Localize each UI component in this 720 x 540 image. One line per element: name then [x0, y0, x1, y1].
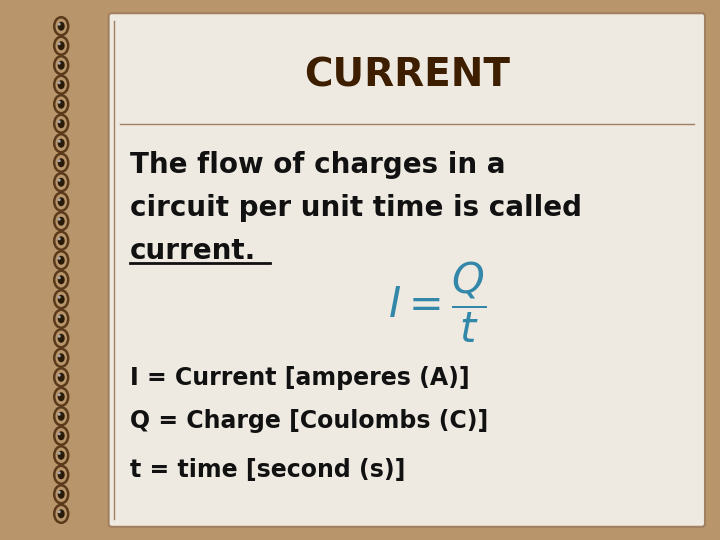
- Ellipse shape: [54, 329, 68, 347]
- Ellipse shape: [58, 256, 60, 260]
- Ellipse shape: [58, 296, 60, 299]
- Ellipse shape: [58, 100, 65, 109]
- Ellipse shape: [58, 101, 60, 104]
- Ellipse shape: [58, 393, 60, 396]
- Text: circuit per unit time is called: circuit per unit time is called: [130, 194, 582, 222]
- Text: $\mathit{I} = \dfrac{Q}{t}$: $\mathit{I} = \dfrac{Q}{t}$: [388, 260, 486, 345]
- Ellipse shape: [54, 251, 68, 269]
- Text: CURRENT: CURRENT: [304, 57, 510, 94]
- Ellipse shape: [58, 140, 60, 143]
- Ellipse shape: [58, 178, 65, 187]
- Ellipse shape: [58, 509, 65, 518]
- Ellipse shape: [58, 413, 60, 416]
- Ellipse shape: [54, 173, 68, 191]
- Ellipse shape: [58, 373, 65, 382]
- Text: current.: current.: [130, 237, 256, 265]
- Ellipse shape: [58, 491, 60, 494]
- Ellipse shape: [54, 407, 68, 426]
- Ellipse shape: [58, 23, 60, 26]
- Ellipse shape: [54, 232, 68, 249]
- Ellipse shape: [58, 41, 65, 50]
- Ellipse shape: [54, 134, 68, 152]
- Ellipse shape: [58, 470, 65, 480]
- Ellipse shape: [58, 314, 65, 323]
- Ellipse shape: [54, 388, 68, 406]
- Ellipse shape: [54, 446, 68, 464]
- Ellipse shape: [54, 212, 68, 230]
- Ellipse shape: [58, 217, 65, 226]
- Ellipse shape: [54, 368, 68, 386]
- Ellipse shape: [54, 193, 68, 211]
- Ellipse shape: [58, 256, 65, 265]
- Ellipse shape: [54, 37, 68, 55]
- Ellipse shape: [58, 510, 60, 514]
- Ellipse shape: [54, 114, 68, 133]
- Ellipse shape: [58, 276, 60, 279]
- Ellipse shape: [58, 158, 65, 167]
- Text: t = time [second (s)]: t = time [second (s)]: [130, 458, 405, 482]
- Ellipse shape: [58, 353, 65, 362]
- Ellipse shape: [58, 218, 60, 221]
- Ellipse shape: [58, 433, 60, 435]
- Ellipse shape: [58, 81, 60, 84]
- Ellipse shape: [58, 80, 65, 89]
- Ellipse shape: [58, 275, 65, 284]
- Ellipse shape: [58, 197, 65, 206]
- Ellipse shape: [54, 466, 68, 484]
- Ellipse shape: [58, 22, 65, 31]
- Ellipse shape: [54, 76, 68, 94]
- Ellipse shape: [54, 95, 68, 113]
- Ellipse shape: [58, 452, 60, 455]
- Ellipse shape: [54, 349, 68, 367]
- Ellipse shape: [58, 60, 65, 70]
- Text: The flow of charges in a: The flow of charges in a: [130, 151, 505, 179]
- Ellipse shape: [58, 237, 60, 240]
- Ellipse shape: [58, 236, 65, 245]
- Ellipse shape: [58, 490, 65, 499]
- Ellipse shape: [58, 295, 65, 304]
- Ellipse shape: [58, 62, 60, 65]
- Ellipse shape: [58, 451, 65, 460]
- FancyBboxPatch shape: [109, 13, 705, 527]
- Ellipse shape: [58, 471, 60, 474]
- Ellipse shape: [58, 374, 60, 377]
- Ellipse shape: [58, 334, 65, 343]
- Ellipse shape: [54, 271, 68, 289]
- Text: Q = Charge [Coulombs (C)]: Q = Charge [Coulombs (C)]: [130, 409, 488, 433]
- Ellipse shape: [58, 120, 60, 123]
- Ellipse shape: [58, 119, 65, 128]
- Ellipse shape: [58, 179, 60, 182]
- Ellipse shape: [54, 485, 68, 503]
- Ellipse shape: [54, 154, 68, 172]
- Ellipse shape: [58, 354, 60, 357]
- Ellipse shape: [58, 431, 65, 440]
- Text: I = Current [amperes (A)]: I = Current [amperes (A)]: [130, 366, 469, 390]
- Ellipse shape: [58, 198, 60, 201]
- Ellipse shape: [54, 56, 68, 74]
- Ellipse shape: [54, 291, 68, 308]
- Ellipse shape: [54, 310, 68, 328]
- Ellipse shape: [58, 159, 60, 162]
- Ellipse shape: [58, 412, 65, 421]
- Ellipse shape: [58, 335, 60, 338]
- Ellipse shape: [58, 42, 60, 45]
- Ellipse shape: [58, 315, 60, 318]
- Ellipse shape: [58, 139, 65, 148]
- Ellipse shape: [54, 505, 68, 523]
- Ellipse shape: [58, 392, 65, 401]
- Ellipse shape: [54, 17, 68, 35]
- Ellipse shape: [54, 427, 68, 445]
